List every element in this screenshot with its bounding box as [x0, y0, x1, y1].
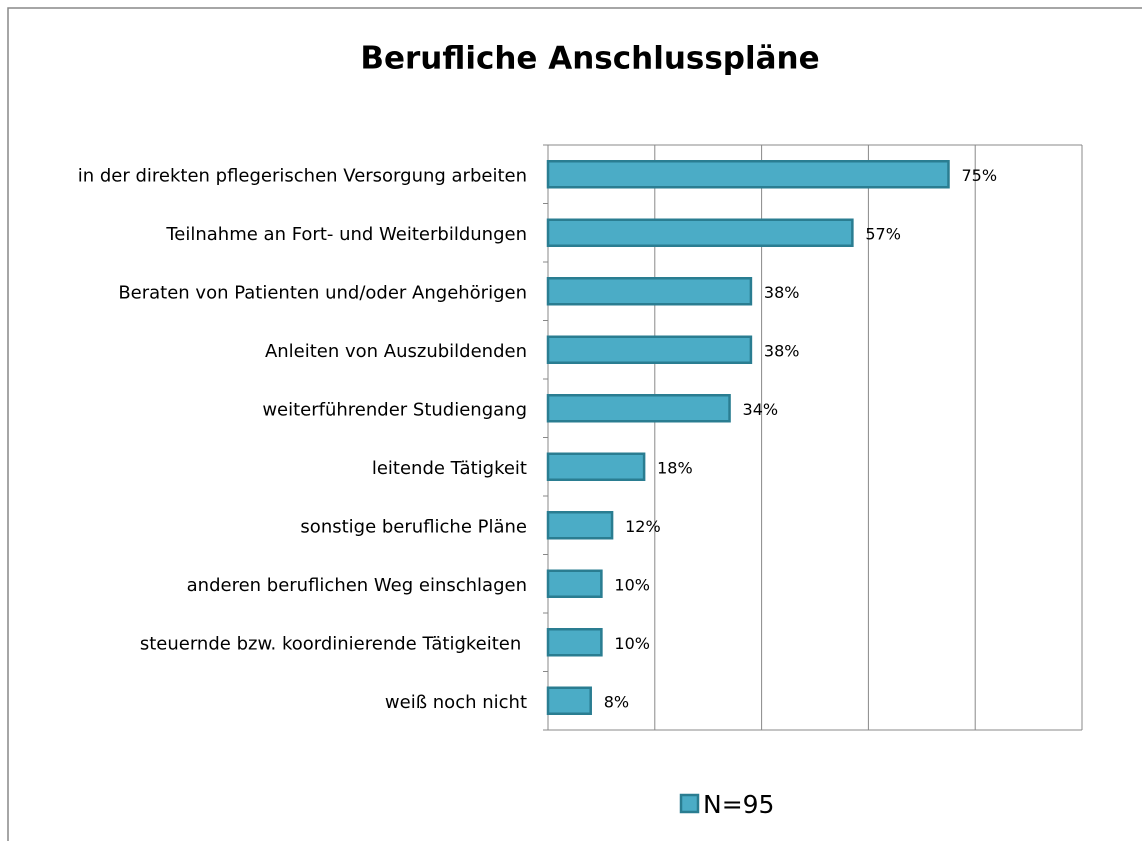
- y-tick-label: weiterführender Studiengang: [262, 399, 527, 420]
- data-label: 18%: [657, 458, 693, 477]
- bar: [546, 394, 731, 423]
- legend-swatch: [679, 793, 700, 814]
- y-tick-label: Beraten von Patienten und/oder Angehörig…: [118, 282, 527, 303]
- y-tick-label: leitende Tätigkeit: [372, 458, 527, 479]
- data-label: 8%: [604, 692, 629, 711]
- bar: [546, 569, 603, 598]
- data-label: 38%: [764, 341, 800, 360]
- y-tick-label: Anleiten von Auszubildenden: [265, 341, 527, 362]
- bar: [546, 628, 603, 657]
- legend-label: N=95: [703, 790, 774, 819]
- y-tick-label: Teilnahme an Fort- und Weiterbildungen: [165, 224, 527, 245]
- chart-title: Berufliche Anschlusspläne: [360, 41, 819, 77]
- bar: [546, 277, 753, 306]
- bar: [546, 218, 854, 247]
- data-label: 12%: [625, 517, 661, 536]
- data-label: 10%: [614, 575, 650, 594]
- data-label: 38%: [764, 283, 800, 302]
- bar: [546, 511, 614, 540]
- bar: [546, 452, 646, 481]
- data-label: 34%: [743, 400, 779, 419]
- chart-frame: [7, 7, 1142, 841]
- y-tick-label: in der direkten pflegerischen Versorgung…: [78, 165, 527, 186]
- y-tick-label: steuernde bzw. koordinierende Tätigkeite…: [140, 633, 527, 654]
- data-label: 57%: [865, 224, 901, 243]
- bar: [546, 160, 950, 189]
- data-label: 75%: [962, 166, 998, 185]
- y-tick-label: weiß noch nicht: [385, 692, 527, 713]
- bar: [546, 335, 753, 364]
- bar: [546, 686, 592, 715]
- y-tick-label: anderen beruflichen Weg einschlagen: [187, 575, 527, 596]
- data-label: 10%: [614, 634, 650, 653]
- y-tick-label: sonstige berufliche Pläne: [300, 516, 527, 537]
